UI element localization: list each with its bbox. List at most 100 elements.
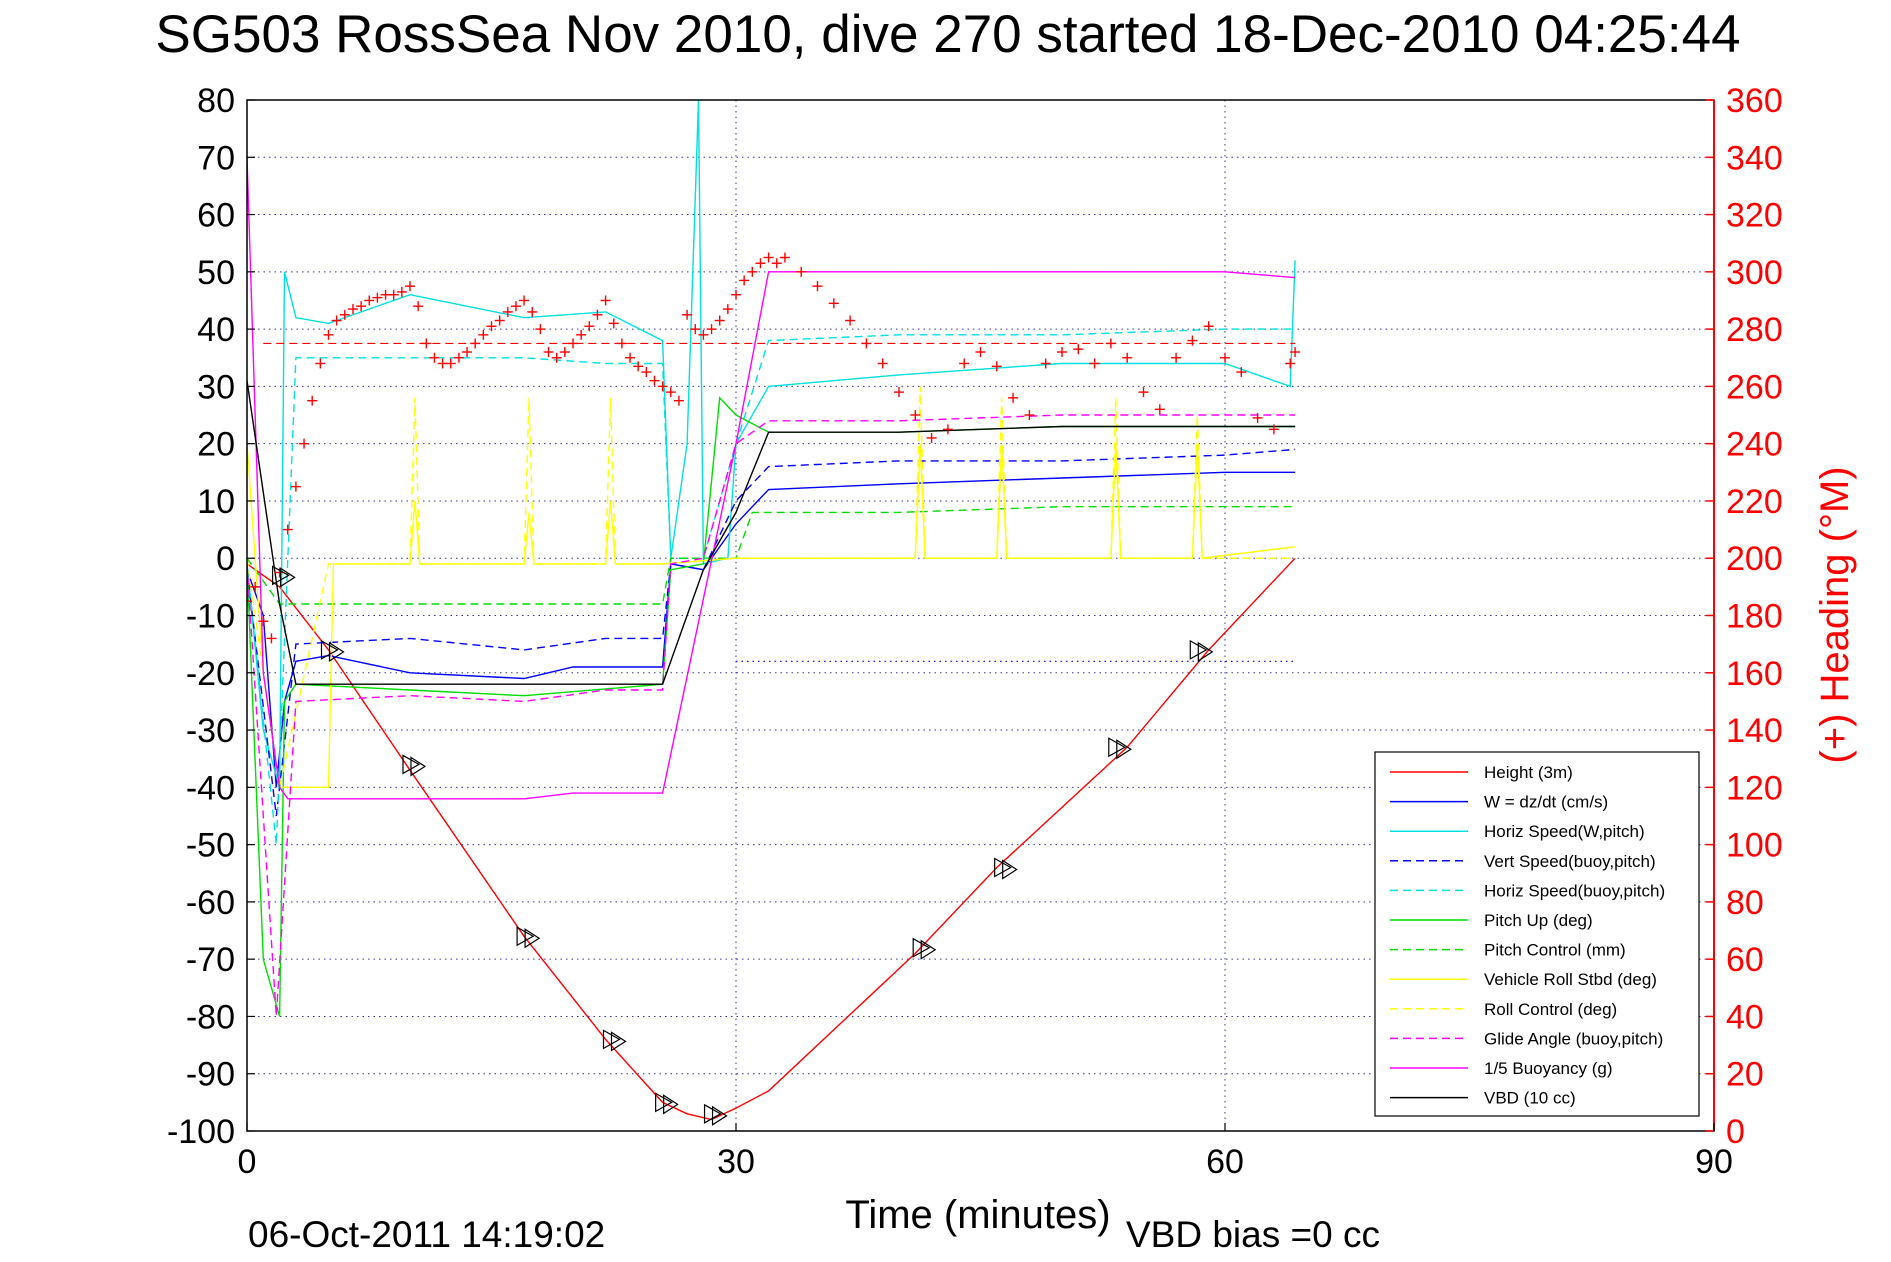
heading-point: [926, 432, 937, 443]
footer-vbd-bias: VBD bias =0 cc: [1126, 1214, 1380, 1255]
heading-point: [592, 309, 603, 320]
vbd-marker: [994, 857, 1018, 880]
series-line-2: [247, 100, 1296, 788]
heading-point: [1073, 344, 1084, 355]
right-tick-label: 240: [1726, 426, 1783, 464]
heading-point: [731, 289, 741, 300]
heading-point: [633, 361, 644, 372]
heading-point: [266, 633, 277, 644]
vbd-marker: [655, 1092, 679, 1115]
heading-point: [356, 301, 367, 312]
right-tick-label: 360: [1726, 82, 1783, 120]
heading-point: [315, 358, 326, 369]
heading-point: [543, 347, 554, 358]
heading-point: [779, 252, 790, 263]
heading-point: [551, 352, 562, 363]
right-tick-label: 80: [1726, 884, 1764, 922]
y-tick-label: 20: [197, 426, 235, 464]
vbd-marker: [1189, 639, 1214, 662]
y-tick-label: 60: [197, 197, 235, 235]
y-tick-label: -90: [186, 1056, 235, 1094]
heading-point: [347, 304, 358, 315]
heading-point: [510, 301, 521, 312]
heading-point: [282, 524, 293, 535]
legend-entry: Horiz Speed(buoy,pitch): [1484, 881, 1665, 900]
heading-point: [616, 338, 627, 349]
heading-point: [559, 347, 570, 358]
y-tick-label: -60: [186, 884, 235, 922]
heading-point: [1171, 352, 1182, 363]
heading-point: [1268, 424, 1279, 435]
heading-point: [478, 329, 489, 340]
heading-point: [828, 298, 839, 309]
vbd-marker: [320, 639, 345, 662]
heading-point: [372, 292, 383, 303]
heading-point: [600, 295, 611, 306]
y-tick-label: -10: [186, 598, 235, 636]
heading-point: [445, 358, 456, 369]
heading-point: [714, 315, 725, 326]
vbd-marker: [912, 937, 937, 960]
y-tick-label: -50: [186, 827, 235, 865]
heading-point: [364, 295, 375, 306]
heading-point: [584, 321, 595, 332]
heading-point: [388, 289, 399, 300]
heading-point: [527, 306, 538, 317]
y-tick-label: -30: [186, 712, 235, 750]
heading-point: [258, 616, 269, 627]
heading-point: [649, 375, 660, 386]
heading-point: [690, 324, 701, 335]
heading-point: [535, 324, 546, 335]
heading-point: [396, 286, 407, 297]
heading-point: [763, 252, 774, 263]
y-tick-label: 50: [197, 254, 235, 292]
heading-point: [413, 301, 424, 312]
heading-point: [1236, 367, 1247, 378]
vbd-marker: [602, 1029, 627, 1052]
heading-point: [861, 338, 872, 349]
heading-point: [1203, 321, 1214, 332]
y-tick-label: -100: [167, 1113, 235, 1151]
series-layer: [247, 100, 1296, 1121]
x-tick-label: 30: [717, 1143, 755, 1181]
right-tick-label: 180: [1726, 598, 1783, 636]
y-tick-label: 30: [197, 368, 235, 406]
heading-point: [1089, 358, 1100, 369]
heading-point: [641, 367, 652, 378]
y-tick-label: -70: [186, 941, 235, 979]
y-tick-label: -20: [186, 655, 235, 693]
heading-point: [625, 352, 636, 363]
series-line-1: [247, 471, 1296, 788]
heading-point: [1154, 404, 1165, 415]
right-tick-label: 160: [1726, 655, 1783, 693]
series-line-6: [247, 506, 1296, 605]
right-tick-label: 20: [1726, 1056, 1764, 1094]
heading-point: [991, 361, 1002, 372]
right-tick-label: 320: [1726, 197, 1783, 235]
legend-entry: Horiz Speed(W,pitch): [1484, 822, 1645, 841]
heading-point: [290, 481, 301, 492]
heading-point: [1040, 358, 1051, 369]
x-tick-label: 60: [1206, 1143, 1244, 1181]
right-tick-label: 260: [1726, 368, 1783, 406]
heading-point: [421, 338, 432, 349]
vbd-marker: [402, 754, 427, 777]
right-tick-label: 60: [1726, 941, 1764, 979]
heading-point: [307, 395, 318, 406]
heading-point: [722, 304, 733, 315]
y-tick-label: 0: [216, 540, 235, 578]
legend-entry: Vehicle Roll Stbd (deg): [1484, 970, 1657, 989]
right-tick-label: 200: [1726, 540, 1783, 578]
heading-point: [405, 281, 415, 292]
legend-box: [1374, 751, 1700, 1117]
x-axis-label: Time (minutes): [845, 1193, 1110, 1237]
chart-title: SG503 RossSea Nov 2010, dive 270 started…: [155, 5, 1740, 64]
right-tick-label: 340: [1726, 139, 1783, 177]
heading-point: [576, 329, 587, 340]
heading-point: [1057, 347, 1067, 358]
series-line-8: [247, 386, 1296, 788]
y-tick-label: 40: [197, 311, 235, 349]
heading-point: [502, 306, 513, 317]
heading-point: [706, 324, 717, 335]
heading-point: [470, 338, 481, 349]
